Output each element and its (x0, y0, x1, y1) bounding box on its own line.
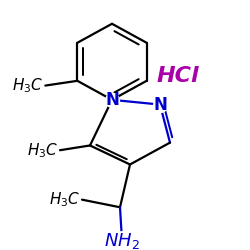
Text: $H_3C$: $H_3C$ (49, 190, 80, 209)
Text: $H_3C$: $H_3C$ (27, 141, 58, 160)
Text: HCl: HCl (157, 66, 199, 86)
Text: N: N (153, 96, 167, 114)
Text: N: N (105, 91, 119, 109)
Text: $NH_2$: $NH_2$ (104, 230, 140, 250)
Text: $H_3C$: $H_3C$ (12, 76, 43, 95)
